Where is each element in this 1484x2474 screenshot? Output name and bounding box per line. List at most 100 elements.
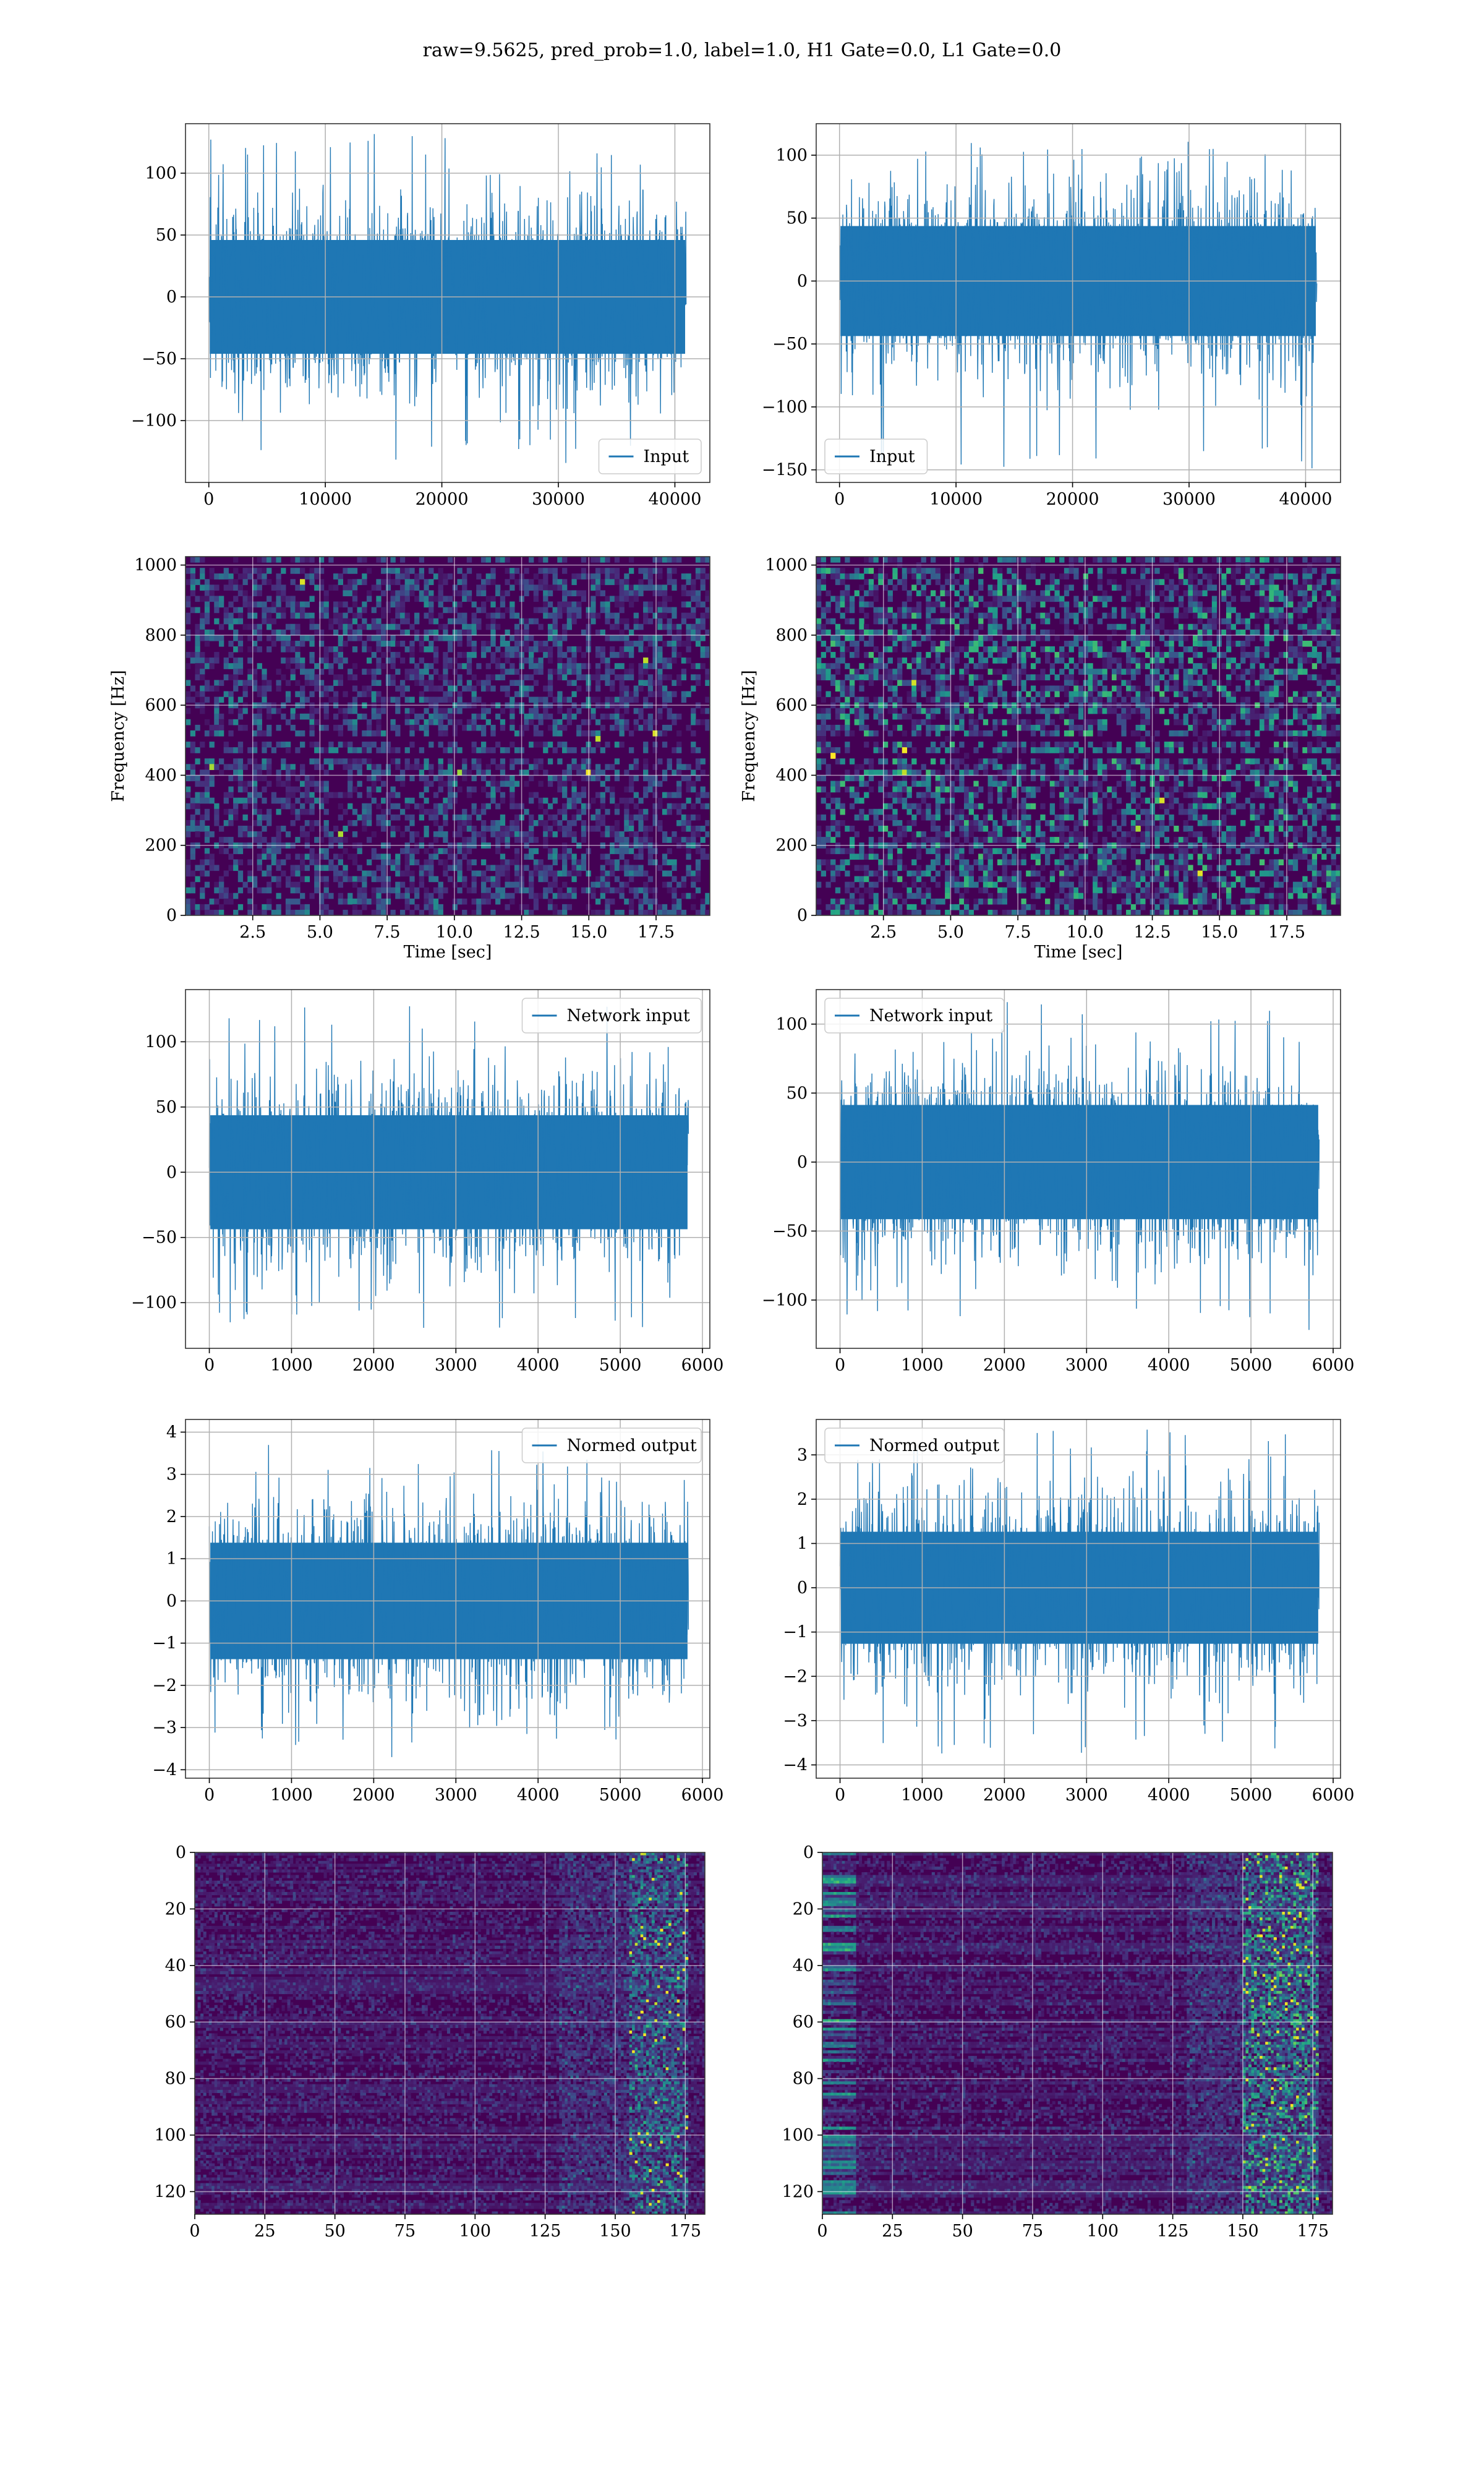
l1-normed-output-x-tick-label: 0 [835, 1786, 845, 1805]
l1-input-x-tick-label: 20000 [1046, 490, 1099, 509]
h1-input-x-tick-label: 10000 [299, 490, 352, 509]
l1-normed-output-plot-area [839, 1429, 1320, 1754]
l1-normed-output-axes-frame [816, 1419, 1341, 1779]
l1-spectrogram-x-tick-label: 15.0 [1201, 923, 1238, 942]
l1-normed-output-x-tick-label: 4000 [1148, 1786, 1190, 1805]
l1-feature-map-y-tick-label: 100 [782, 2126, 814, 2145]
l1-network-input-axes-frame [816, 989, 1341, 1349]
h1-input-y-tick-label: 0 [166, 288, 177, 307]
l1-normed-output-y-tick-label: 2 [797, 1490, 808, 1509]
l1-spectrogram-cells [816, 557, 1341, 915]
h1-network-input-x-tick-label: 4000 [517, 1356, 560, 1375]
l1-network-input-x-tick-label: 6000 [1312, 1356, 1355, 1375]
l1-network-input-y-tick-label: 0 [797, 1153, 808, 1172]
h1-input-legend-label: Input [644, 447, 689, 466]
l1-input-x-tick-label: 0 [834, 490, 845, 509]
l1-spectrogram-x-tick-label: 7.5 [1005, 923, 1031, 942]
h1-network-input-x-tick-label: 5000 [599, 1356, 642, 1375]
l1-feature-map-y-tick-label: 0 [803, 1843, 814, 1862]
h1-network-input-series-line [208, 1006, 689, 1328]
l1-spectrogram-x-tick-label: 10.0 [1067, 923, 1104, 942]
h1-feature-map-y-tick-label: 80 [165, 2070, 186, 2089]
h1-normed-output-axes-frame [185, 1419, 710, 1779]
h1-input-x-tick-label: 30000 [532, 490, 585, 509]
h1-normed-output-grid [186, 1419, 710, 1778]
h1-network-input-x-tick-label: 0 [204, 1356, 215, 1375]
l1-feature-map-x-tick-label: 25 [882, 2222, 903, 2241]
h1-normed-output-y-tick-label: 3 [166, 1465, 177, 1484]
l1-spectrogram-x-tick-label: 2.5 [870, 923, 897, 942]
h1-feature-map-x-tick-label: 0 [189, 2222, 200, 2241]
l1-input-y-tick-label: 0 [797, 272, 808, 291]
l1-network-input-legend: Network input [824, 998, 1005, 1034]
h1-normed-output-y-tick-label: −1 [152, 1634, 177, 1653]
h1-spectrogram-x-tick-label: 10.0 [436, 923, 473, 942]
h1-normed-output-x-tick-label: 2000 [352, 1786, 395, 1805]
h1-spectrogram-y-tick-label: 1000 [134, 556, 177, 575]
h1-feature-map-y-tick-label: 60 [165, 2013, 186, 2032]
h1-spectrogram-x-tick-label: 2.5 [239, 923, 266, 942]
h1-spectrogram-y-tick-label: 800 [145, 626, 177, 645]
h1-feature-map-cells [195, 1852, 705, 2214]
l1-network-input-x-tick-label: 2000 [983, 1356, 1026, 1375]
h1-feature-map-x-tick-label: 75 [394, 2222, 416, 2241]
l1-input-x-tick-label: 30000 [1162, 490, 1216, 509]
l1-feature-map-y-tick-label: 40 [793, 1956, 814, 1975]
l1-normed-output-series-line [839, 1429, 1320, 1754]
l1-feature-map-plot-area [822, 1852, 1333, 2214]
l1-feature-map-y-tick-label: 60 [793, 2013, 814, 2032]
h1-spectrogram-y-tick-label: 200 [145, 836, 177, 855]
h1-feature-map-x-tick-label: 125 [529, 2222, 561, 2241]
l1-normed-output-y-tick-label: −3 [783, 1711, 808, 1731]
h1-input-y-tick-label: −50 [142, 349, 177, 369]
h1-spectrogram-y-tick-label: 600 [145, 696, 177, 715]
l1-network-input-plot-area [839, 1002, 1320, 1330]
h1-normed-output-y-tick-label: −4 [152, 1760, 177, 1779]
h1-normed-output-y-tick-label: −3 [152, 1718, 177, 1737]
l1-input-y-tick-label: −50 [772, 335, 808, 354]
h1-network-input-plot-area [208, 1006, 689, 1328]
h1-feature-map-plot-area [195, 1852, 705, 2214]
l1-normed-output-y-tick-label: 1 [797, 1534, 808, 1553]
l1-network-input-x-tick-label: 1000 [901, 1356, 944, 1375]
l1-input-axes-frame [816, 123, 1341, 483]
l1-feature-map-x-tick-label: 0 [817, 2222, 827, 2241]
l1-input-x-tick-label: 40000 [1279, 490, 1333, 509]
h1-network-input-y-tick-label: −50 [142, 1228, 177, 1248]
l1-network-input-x-tick-label: 5000 [1230, 1356, 1273, 1375]
l1-input-y-tick-label: 50 [787, 209, 808, 228]
h1-feature-map-grid [194, 1852, 705, 2214]
l1-normed-output-x-tick-label: 5000 [1230, 1786, 1273, 1805]
l1-spectrogram-x-axis-label: Time [sec] [1034, 943, 1123, 962]
h1-spectrogram-cells [186, 557, 710, 915]
h1-spectrogram-plot-area [186, 557, 710, 915]
h1-spectrogram-y-axis-label: Frequency [Hz] [109, 670, 128, 802]
h1-network-input-y-tick-label: 0 [166, 1163, 177, 1182]
h1-network-input-legend: Network input [521, 998, 702, 1034]
l1-input-series-line [839, 142, 1318, 469]
l1-normed-output-y-tick-label: −4 [783, 1756, 808, 1775]
panel-l1-network-input: 0 1000 2000 3000 4000 5000 6000 −100 −50 0 50 100 Ne… [762, 989, 1355, 1375]
h1-input-x-tick-label: 20000 [416, 490, 469, 509]
l1-normed-output-x-tick-label: 1000 [901, 1786, 944, 1805]
h1-input-x-tick-label: 40000 [649, 490, 702, 509]
l1-feature-map-cells [822, 1852, 1333, 2214]
l1-normed-output-grid [816, 1419, 1341, 1778]
l1-network-input-x-tick-label: 3000 [1065, 1356, 1108, 1375]
h1-network-input-y-tick-label: 100 [145, 1032, 177, 1051]
h1-normed-output-x-tick-label: 5000 [599, 1786, 642, 1805]
l1-spectrogram-x-tick-label: 12.5 [1134, 923, 1171, 942]
h1-feature-map-axes-frame [194, 1852, 706, 2215]
h1-feature-map-y-tick-label: 40 [165, 1956, 186, 1975]
h1-network-input-x-tick-label: 2000 [352, 1356, 395, 1375]
l1-feature-map-x-tick-label: 150 [1227, 2222, 1259, 2241]
l1-network-input-x-tick-label: 4000 [1148, 1356, 1190, 1375]
l1-feature-map-y-tick-label: 80 [793, 2070, 814, 2089]
l1-spectrogram-y-tick-label: 800 [775, 626, 808, 645]
l1-normed-output-y-tick-label: 3 [797, 1445, 808, 1465]
l1-feature-map-x-tick-label: 100 [1087, 2222, 1119, 2241]
l1-spectrogram-x-tick-label: 5.0 [937, 923, 964, 942]
l1-input-y-tick-label: −100 [762, 398, 808, 417]
h1-input-x-tick-label: 0 [203, 490, 214, 509]
h1-input-y-tick-label: 100 [145, 164, 177, 183]
